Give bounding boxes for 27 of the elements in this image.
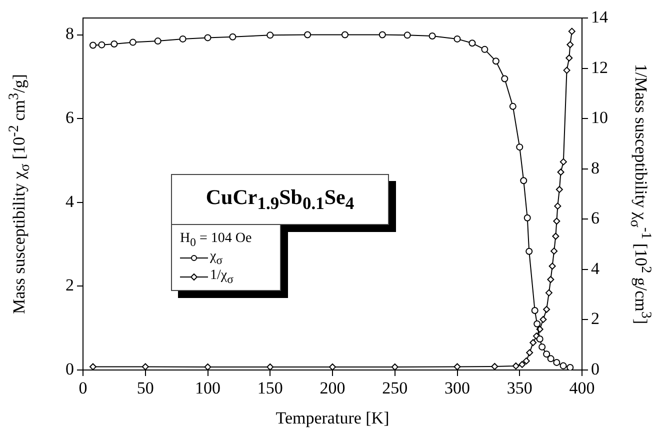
x-tick-label: 0 — [78, 378, 88, 398]
legend-title: CuCr$_{1.9}$Sb$_{0.1}$Se$_{4}$ — [171, 174, 389, 226]
x-tick-label: 250 — [382, 378, 408, 398]
y2-tick-label: 8 — [591, 158, 600, 178]
y2-tick-label: 6 — [591, 208, 600, 228]
y2-tick-label: 14 — [591, 7, 608, 26]
y2-tick-label: 10 — [591, 108, 608, 128]
x-tick-label: 50 — [136, 378, 154, 398]
y2-tick-label: 4 — [591, 258, 600, 278]
legend-label: 1/χ$_{σ}$ — [210, 268, 234, 286]
x-tick-label: 350 — [506, 378, 532, 398]
y2-tick-label: 2 — [591, 309, 600, 328]
x-tick-label: 300 — [444, 378, 470, 398]
annotation: H$_{0}$ = 104 Oe — [180, 230, 253, 249]
x-tick-label: 150 — [257, 378, 283, 398]
x-tick-label: 200 — [320, 378, 346, 398]
y-tick-label: 8 — [66, 24, 74, 44]
x-tick-label: 400 — [569, 378, 595, 398]
y-tick-label: 2 — [66, 276, 74, 295]
legend-label: χ$_{σ}$ — [210, 248, 223, 267]
y-tick-label: 0 — [66, 359, 74, 378]
y-tick-label: 6 — [66, 108, 74, 128]
y2-tick-label: 0 — [591, 359, 600, 378]
x-axis-title: Temperature [K] — [276, 408, 390, 428]
y2-tick-label: 12 — [591, 58, 608, 77]
x-tick-label: 100 — [195, 378, 220, 398]
y-tick-label: 4 — [66, 192, 74, 211]
